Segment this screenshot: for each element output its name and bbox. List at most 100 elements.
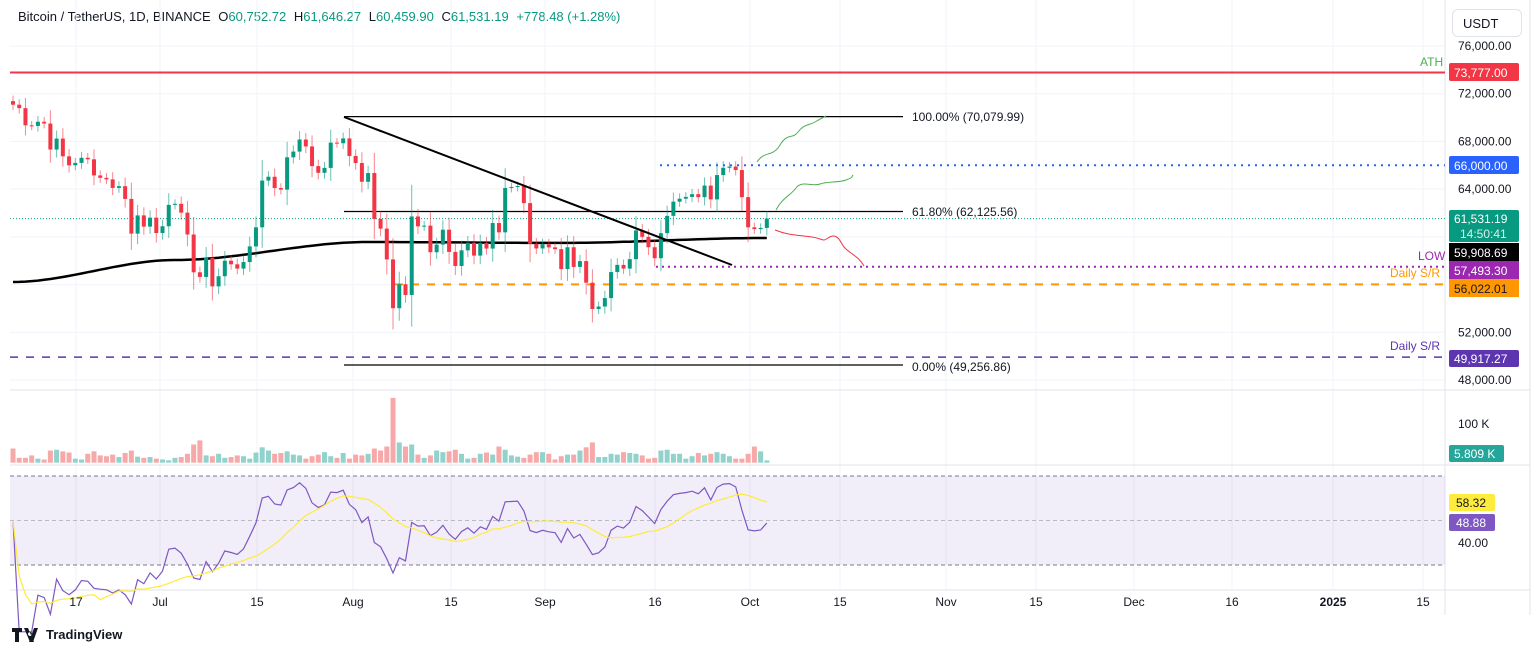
candle-body bbox=[440, 229, 445, 245]
volume-bar bbox=[166, 460, 172, 463]
price-tick-label: 64,000.00 bbox=[1458, 182, 1512, 196]
candle-body bbox=[179, 203, 184, 213]
candle-body bbox=[677, 198, 682, 202]
candle-body bbox=[341, 138, 346, 144]
fib-618-label: 61.80% (62,125.56) bbox=[912, 205, 1017, 219]
candle-body bbox=[366, 173, 371, 182]
candle-body bbox=[316, 166, 321, 173]
volume-bar bbox=[452, 449, 458, 463]
candle-body bbox=[372, 173, 377, 219]
candle-body bbox=[521, 186, 526, 204]
currency-button[interactable]: USDT bbox=[1452, 9, 1522, 37]
volume-bar bbox=[315, 454, 321, 463]
candle-body bbox=[154, 217, 159, 234]
svg-text:5.809 K: 5.809 K bbox=[1454, 447, 1495, 461]
svg-text:57,493.30: 57,493.30 bbox=[1454, 264, 1508, 278]
volume-bars bbox=[10, 397, 770, 463]
volume-bar bbox=[297, 455, 303, 463]
rsi-label: 48.88 bbox=[1449, 514, 1495, 531]
rsi-line bbox=[12, 482, 768, 633]
volume-bar bbox=[359, 455, 365, 463]
candle-body bbox=[116, 186, 121, 188]
volume-bar bbox=[147, 457, 153, 463]
volume-bar bbox=[122, 452, 128, 463]
candle-body bbox=[185, 212, 190, 235]
volume-bar bbox=[714, 452, 720, 463]
volume-bar bbox=[564, 454, 570, 463]
volume-bar bbox=[496, 446, 502, 463]
candle-body bbox=[478, 243, 483, 256]
volume-bar bbox=[265, 450, 271, 463]
svg-text:59,908.69: 59,908.69 bbox=[1454, 246, 1508, 260]
volume-bar bbox=[465, 458, 471, 463]
candle-body bbox=[328, 142, 333, 168]
candle-body bbox=[546, 244, 551, 248]
time-tick-label: 15 bbox=[444, 595, 458, 609]
volume-bar bbox=[97, 455, 103, 463]
candle-body bbox=[634, 230, 638, 260]
candle-body bbox=[640, 230, 645, 237]
volume-bar bbox=[421, 457, 427, 463]
candle-body bbox=[484, 243, 489, 249]
volume-bar bbox=[764, 460, 770, 463]
candle-body bbox=[758, 227, 763, 230]
candle-body bbox=[752, 227, 757, 230]
volume-bar bbox=[702, 455, 708, 463]
volume-bar bbox=[689, 456, 695, 463]
candle-body bbox=[721, 167, 726, 176]
volume-bar bbox=[141, 457, 147, 463]
candle-body bbox=[764, 218, 769, 228]
svg-text:48.88: 48.88 bbox=[1456, 516, 1486, 530]
time-tick-label: 15 bbox=[1029, 595, 1043, 609]
volume-bar bbox=[533, 452, 539, 463]
candle-body bbox=[353, 155, 358, 164]
svg-text:66,000.00: 66,000.00 bbox=[1454, 159, 1508, 173]
candle-body bbox=[48, 123, 53, 150]
candle-body bbox=[35, 121, 40, 126]
volume-bar bbox=[540, 452, 546, 463]
candle-body bbox=[409, 216, 414, 295]
candle-body bbox=[465, 242, 470, 251]
time-axis[interactable]: 17 Jul 15 Aug 15 Sep 16 Oct 15 Nov 15 Dec 16 2025 15 bbox=[69, 595, 1430, 609]
volume-bar bbox=[91, 451, 97, 463]
bearish-projection-path bbox=[774, 229, 865, 267]
price-axis[interactable]: 76,000.00 72,000.00 68,000.00 64,000.00 52,0… bbox=[1458, 39, 1512, 550]
volume-bar bbox=[209, 456, 215, 463]
candle-body bbox=[472, 242, 477, 256]
volume-bar bbox=[16, 457, 22, 463]
volume-bar bbox=[708, 453, 714, 463]
volume-bar bbox=[440, 452, 446, 463]
change-value: +778.48 (+1.28%) bbox=[516, 9, 621, 24]
volume-bar bbox=[758, 451, 764, 463]
volume-bar bbox=[178, 457, 184, 463]
svg-text:61,531.19: 61,531.19 bbox=[1454, 212, 1508, 226]
volume-bar bbox=[247, 458, 253, 463]
time-tick-label: 15 bbox=[833, 595, 847, 609]
volume-bar bbox=[459, 453, 465, 463]
time-tick-label: Nov bbox=[935, 595, 956, 609]
bullish-projection-path bbox=[775, 174, 854, 211]
trendline[interactable] bbox=[343, 116, 733, 266]
volume-bar bbox=[191, 444, 197, 463]
candle-body bbox=[428, 225, 433, 253]
volume-bar bbox=[402, 446, 408, 463]
price-tick-label: 48,000.00 bbox=[1458, 373, 1512, 387]
volume-bar bbox=[546, 453, 552, 463]
candle-body bbox=[690, 194, 695, 197]
tradingview-logo[interactable]: TradingView bbox=[12, 627, 122, 642]
candle-body bbox=[584, 261, 589, 283]
volume-bar bbox=[203, 455, 209, 463]
candle-body bbox=[515, 186, 520, 188]
volume-bar bbox=[60, 451, 66, 463]
candle-body bbox=[602, 298, 607, 307]
volume-bar bbox=[103, 456, 109, 463]
volume-bar bbox=[384, 446, 390, 463]
volume-bar bbox=[334, 457, 340, 463]
volume-bar bbox=[309, 456, 315, 463]
candle-body bbox=[135, 215, 140, 234]
candle-body bbox=[422, 225, 427, 227]
volume-bar bbox=[508, 455, 514, 463]
candle-body bbox=[241, 262, 246, 269]
candle-body bbox=[403, 284, 408, 295]
